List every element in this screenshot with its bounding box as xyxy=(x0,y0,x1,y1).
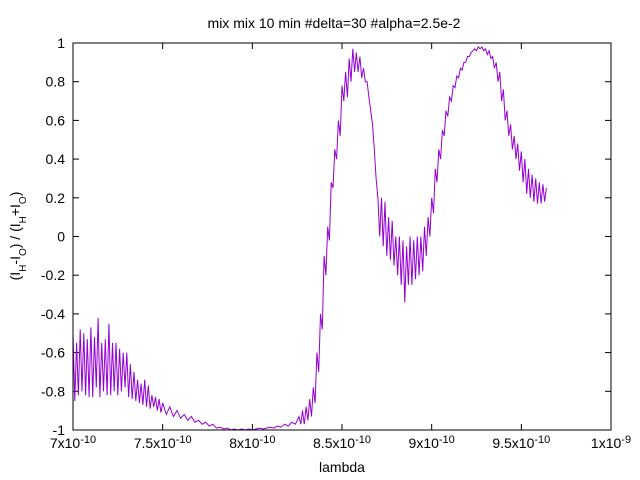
plot-series xyxy=(72,46,547,431)
x-tick-exponent: -10 xyxy=(355,434,371,446)
y-label-part: ) xyxy=(7,192,23,197)
x-tick-label: 8.5x10-10 xyxy=(313,434,371,451)
x-tick-exponent: -10 xyxy=(176,434,192,446)
x-tick-mantissa: 8x10 xyxy=(229,435,260,451)
y-label-sub: H xyxy=(18,265,29,272)
y-label-sub: H xyxy=(18,216,29,223)
y-tick-label: -0.8 xyxy=(41,383,65,399)
x-tick-mantissa: 8.5x10 xyxy=(313,435,355,451)
y-axis-label: (IH-IO) / (IH+IO) xyxy=(7,192,29,281)
x-tick-mantissa: 7x10 xyxy=(50,435,81,451)
y-tick-label: 1 xyxy=(57,35,65,51)
x-tick-label: 9.5x10-10 xyxy=(492,434,550,451)
x-axis-ticks: 7x10-10 7.5x10-10 8x10-10 8.5x10-10 9x10-10 9… xyxy=(50,43,631,451)
y-label-sub: O xyxy=(18,196,29,204)
y-label-part: -I xyxy=(7,256,23,265)
series-line xyxy=(72,46,547,431)
x-tick-mantissa: 9.5x10 xyxy=(492,435,534,451)
x-tick-mantissa: 9x10 xyxy=(409,435,440,451)
x-axis-label: lambda xyxy=(319,459,365,475)
x-tick-exponent: -10 xyxy=(439,434,455,446)
x-tick-exponent: -9 xyxy=(621,434,631,446)
y-axis-ticks: -1 -0.8 -0.6 -0.4 -0.2 0 0.2 0.4 0.6 0.8 1 xyxy=(41,35,611,438)
y-label-sub: O xyxy=(18,248,29,256)
y-tick-label: 0.6 xyxy=(46,112,66,128)
x-tick-label: 8x10-10 xyxy=(229,434,275,451)
x-tick-label: 9x10-10 xyxy=(409,434,455,451)
y-tick-label: -0.4 xyxy=(41,306,65,322)
plot-frame xyxy=(72,42,612,431)
y-tick-label: 0.4 xyxy=(46,151,66,167)
x-tick-exponent: -10 xyxy=(534,434,550,446)
y-tick-label: 0.2 xyxy=(46,190,66,206)
y-tick-label: -0.6 xyxy=(41,345,65,361)
x-tick-mantissa: 1x10 xyxy=(591,435,622,451)
chart-title: mix mix 10 min #delta=30 #alpha=2.5e-2 xyxy=(208,15,461,31)
y-tick-label: -1 xyxy=(53,422,66,438)
y-tick-label: 0 xyxy=(57,229,65,245)
y-tick-label: 0.8 xyxy=(46,74,66,90)
y-tick-label: -0.2 xyxy=(41,267,65,283)
y-label-part: ) / (I xyxy=(7,223,23,248)
x-tick-label: 1x10-9 xyxy=(591,434,631,451)
x-tick-exponent: -10 xyxy=(260,434,276,446)
x-tick-exponent: -10 xyxy=(80,434,96,446)
y-label-part: (I xyxy=(7,272,23,281)
y-label-part: +I xyxy=(7,204,23,216)
x-tick-label: 7.5x10-10 xyxy=(134,434,192,451)
x-tick-mantissa: 7.5x10 xyxy=(134,435,176,451)
x-tick-label: 7x10-10 xyxy=(50,434,96,451)
